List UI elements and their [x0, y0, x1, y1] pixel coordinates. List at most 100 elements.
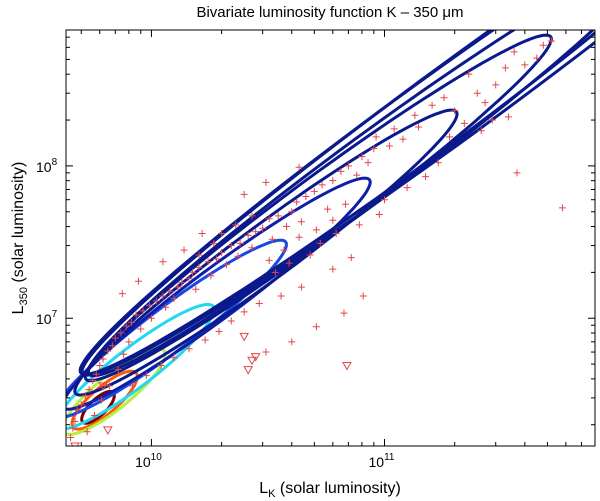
upper-limit-point [102, 426, 113, 435]
y-tick-label: 107 [36, 309, 58, 327]
detection-point [358, 153, 366, 161]
detection-point [162, 303, 170, 311]
detection-point [255, 299, 263, 307]
detection-point [340, 309, 348, 317]
detection-point [188, 268, 196, 276]
detection-point [69, 424, 77, 432]
detection-point [73, 406, 81, 414]
detection-point [232, 221, 240, 229]
detection-point [285, 259, 293, 267]
detection-point [81, 392, 89, 400]
detection-point [375, 210, 383, 218]
detection-point [240, 190, 248, 198]
upper-limit-point [239, 332, 250, 342]
detection-point [210, 239, 218, 247]
chart-title: Bivariate luminosity function K – 350 μm [196, 4, 463, 21]
detection-point [295, 233, 303, 241]
detection-point [248, 212, 256, 220]
detection-point [114, 366, 122, 374]
detection-point [364, 159, 372, 167]
detection-point [445, 133, 453, 141]
detection-point [108, 342, 116, 350]
detection-point [166, 287, 174, 295]
detection-point [67, 433, 75, 441]
detection-point [174, 283, 182, 291]
detection-point [381, 196, 389, 204]
detection-point [83, 428, 91, 436]
detection-point [236, 239, 244, 247]
detection-point [262, 348, 270, 356]
detection-point [178, 278, 186, 286]
detection-point [492, 81, 500, 89]
detection-point [195, 251, 203, 259]
detection-point [372, 133, 380, 141]
detection-point [120, 350, 128, 358]
detection-point [329, 216, 337, 224]
detection-point [341, 200, 349, 208]
detection-point [481, 99, 489, 107]
detection-point [501, 64, 509, 72]
detection-point [283, 223, 291, 231]
detection-point [97, 396, 105, 404]
detection-point [204, 258, 212, 266]
detection-point [390, 125, 398, 133]
detection-point [111, 334, 119, 342]
detection-point [89, 377, 97, 385]
detection-point [295, 163, 303, 171]
detection-point [510, 48, 518, 56]
detection-point [252, 228, 260, 236]
detection-point [180, 246, 188, 254]
detection-point [134, 277, 142, 285]
detection-point [521, 61, 529, 69]
contour-layer [66, 30, 595, 436]
detection-point [277, 292, 285, 300]
detection-point [105, 382, 113, 390]
detection-point [259, 224, 267, 232]
detection-point [91, 411, 99, 419]
detection-point [96, 361, 104, 369]
detection-point [288, 338, 296, 346]
detection-point [201, 336, 209, 344]
detection-point [288, 208, 296, 216]
detection-point [212, 255, 220, 263]
detection-point [399, 135, 407, 143]
detection-point [234, 252, 242, 260]
detection-point [240, 308, 248, 316]
detection-point [152, 297, 160, 305]
detection-point [370, 145, 378, 153]
detection-point [460, 119, 468, 127]
detection-point [192, 285, 200, 293]
detection-point [280, 246, 288, 254]
detection-point [318, 181, 326, 189]
upper-limit-layer [70, 332, 352, 446]
detection-point [329, 265, 337, 273]
detection-point [244, 231, 252, 239]
upper-limit-point [98, 382, 108, 391]
detection-point [118, 290, 126, 298]
detection-point [262, 178, 270, 186]
detection-point [227, 317, 235, 325]
detection-point [297, 218, 305, 226]
detection-point [218, 229, 226, 237]
detection-point [268, 235, 276, 243]
detection-point [248, 244, 256, 252]
upper-limit-point [243, 366, 254, 375]
detection-point [218, 249, 226, 257]
detection-point [316, 239, 324, 247]
detection-point [337, 167, 345, 175]
detection-point [324, 205, 332, 213]
detection-point [159, 258, 167, 266]
detection-point [355, 221, 363, 229]
detection-point [422, 173, 430, 181]
detection-point [473, 89, 481, 97]
detection-point [477, 127, 485, 135]
detection-point [227, 242, 235, 250]
upper-limit-point [342, 361, 352, 371]
detection-point [359, 292, 367, 300]
detection-point [129, 382, 137, 390]
detection-point [195, 264, 203, 272]
detection-point [558, 204, 566, 212]
detection-point [185, 345, 193, 353]
detection-point [312, 323, 320, 331]
